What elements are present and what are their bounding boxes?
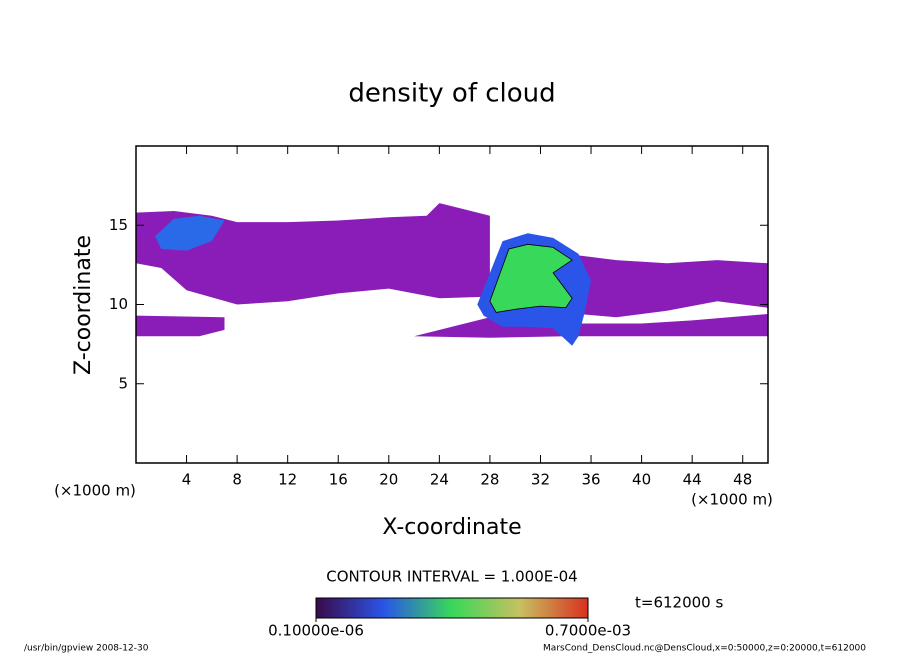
x-tick-label: 40 <box>632 471 651 489</box>
x-unit-label: (×1000 m) <box>691 491 773 509</box>
x-tick-label: 44 <box>683 471 702 489</box>
x-tick-label: 12 <box>278 471 297 489</box>
contour-region <box>414 314 768 338</box>
contour-region <box>136 315 225 337</box>
x-tick-label: 8 <box>232 471 242 489</box>
y-tick-label: 15 <box>109 216 128 234</box>
contour-region <box>489 243 573 313</box>
x-tick-label: 28 <box>480 471 499 489</box>
x-tick-label: 16 <box>329 471 348 489</box>
x-tick-label: 4 <box>182 471 192 489</box>
y-tick-label: 5 <box>118 374 128 392</box>
contour-region <box>136 203 490 305</box>
y-axis-label: Z-coordinate <box>71 235 96 375</box>
x-axis-label: X-coordinate <box>382 515 521 540</box>
y-tick-label: 10 <box>109 295 128 313</box>
footer-right: MarsCond_DensCloud.nc@DensCloud,x=0:5000… <box>543 644 866 654</box>
colorbar-label: 0.7000e-03 <box>545 622 631 640</box>
x-tick-label: 24 <box>430 471 449 489</box>
x-tick-label: 20 <box>379 471 398 489</box>
chart-title: density of cloud <box>348 79 555 109</box>
contour-interval: CONTOUR INTERVAL = 1.000E-04 <box>326 568 577 586</box>
footer-left: /usr/bin/gpview 2008-12-30 <box>24 644 149 654</box>
colorbar-label: 0.10000e-06 <box>268 622 364 640</box>
plot-area <box>136 203 768 346</box>
colorbar <box>315 597 589 619</box>
contour-region <box>155 215 225 251</box>
x-tick-label: 48 <box>733 471 752 489</box>
contour-region <box>565 253 768 318</box>
time-label: t=612000 s <box>635 594 723 612</box>
x-tick-label: 32 <box>531 471 550 489</box>
x-tick-label: 36 <box>581 471 600 489</box>
y-unit-label: (×1000 m) <box>54 482 136 500</box>
